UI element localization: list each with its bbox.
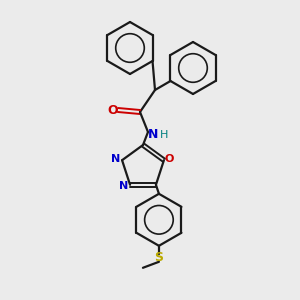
Text: O: O [108,103,118,116]
Text: N: N [148,128,158,142]
Text: N: N [112,154,121,164]
Text: S: S [154,251,164,264]
Text: H: H [160,130,168,140]
Text: N: N [119,181,129,191]
Text: O: O [164,154,174,164]
